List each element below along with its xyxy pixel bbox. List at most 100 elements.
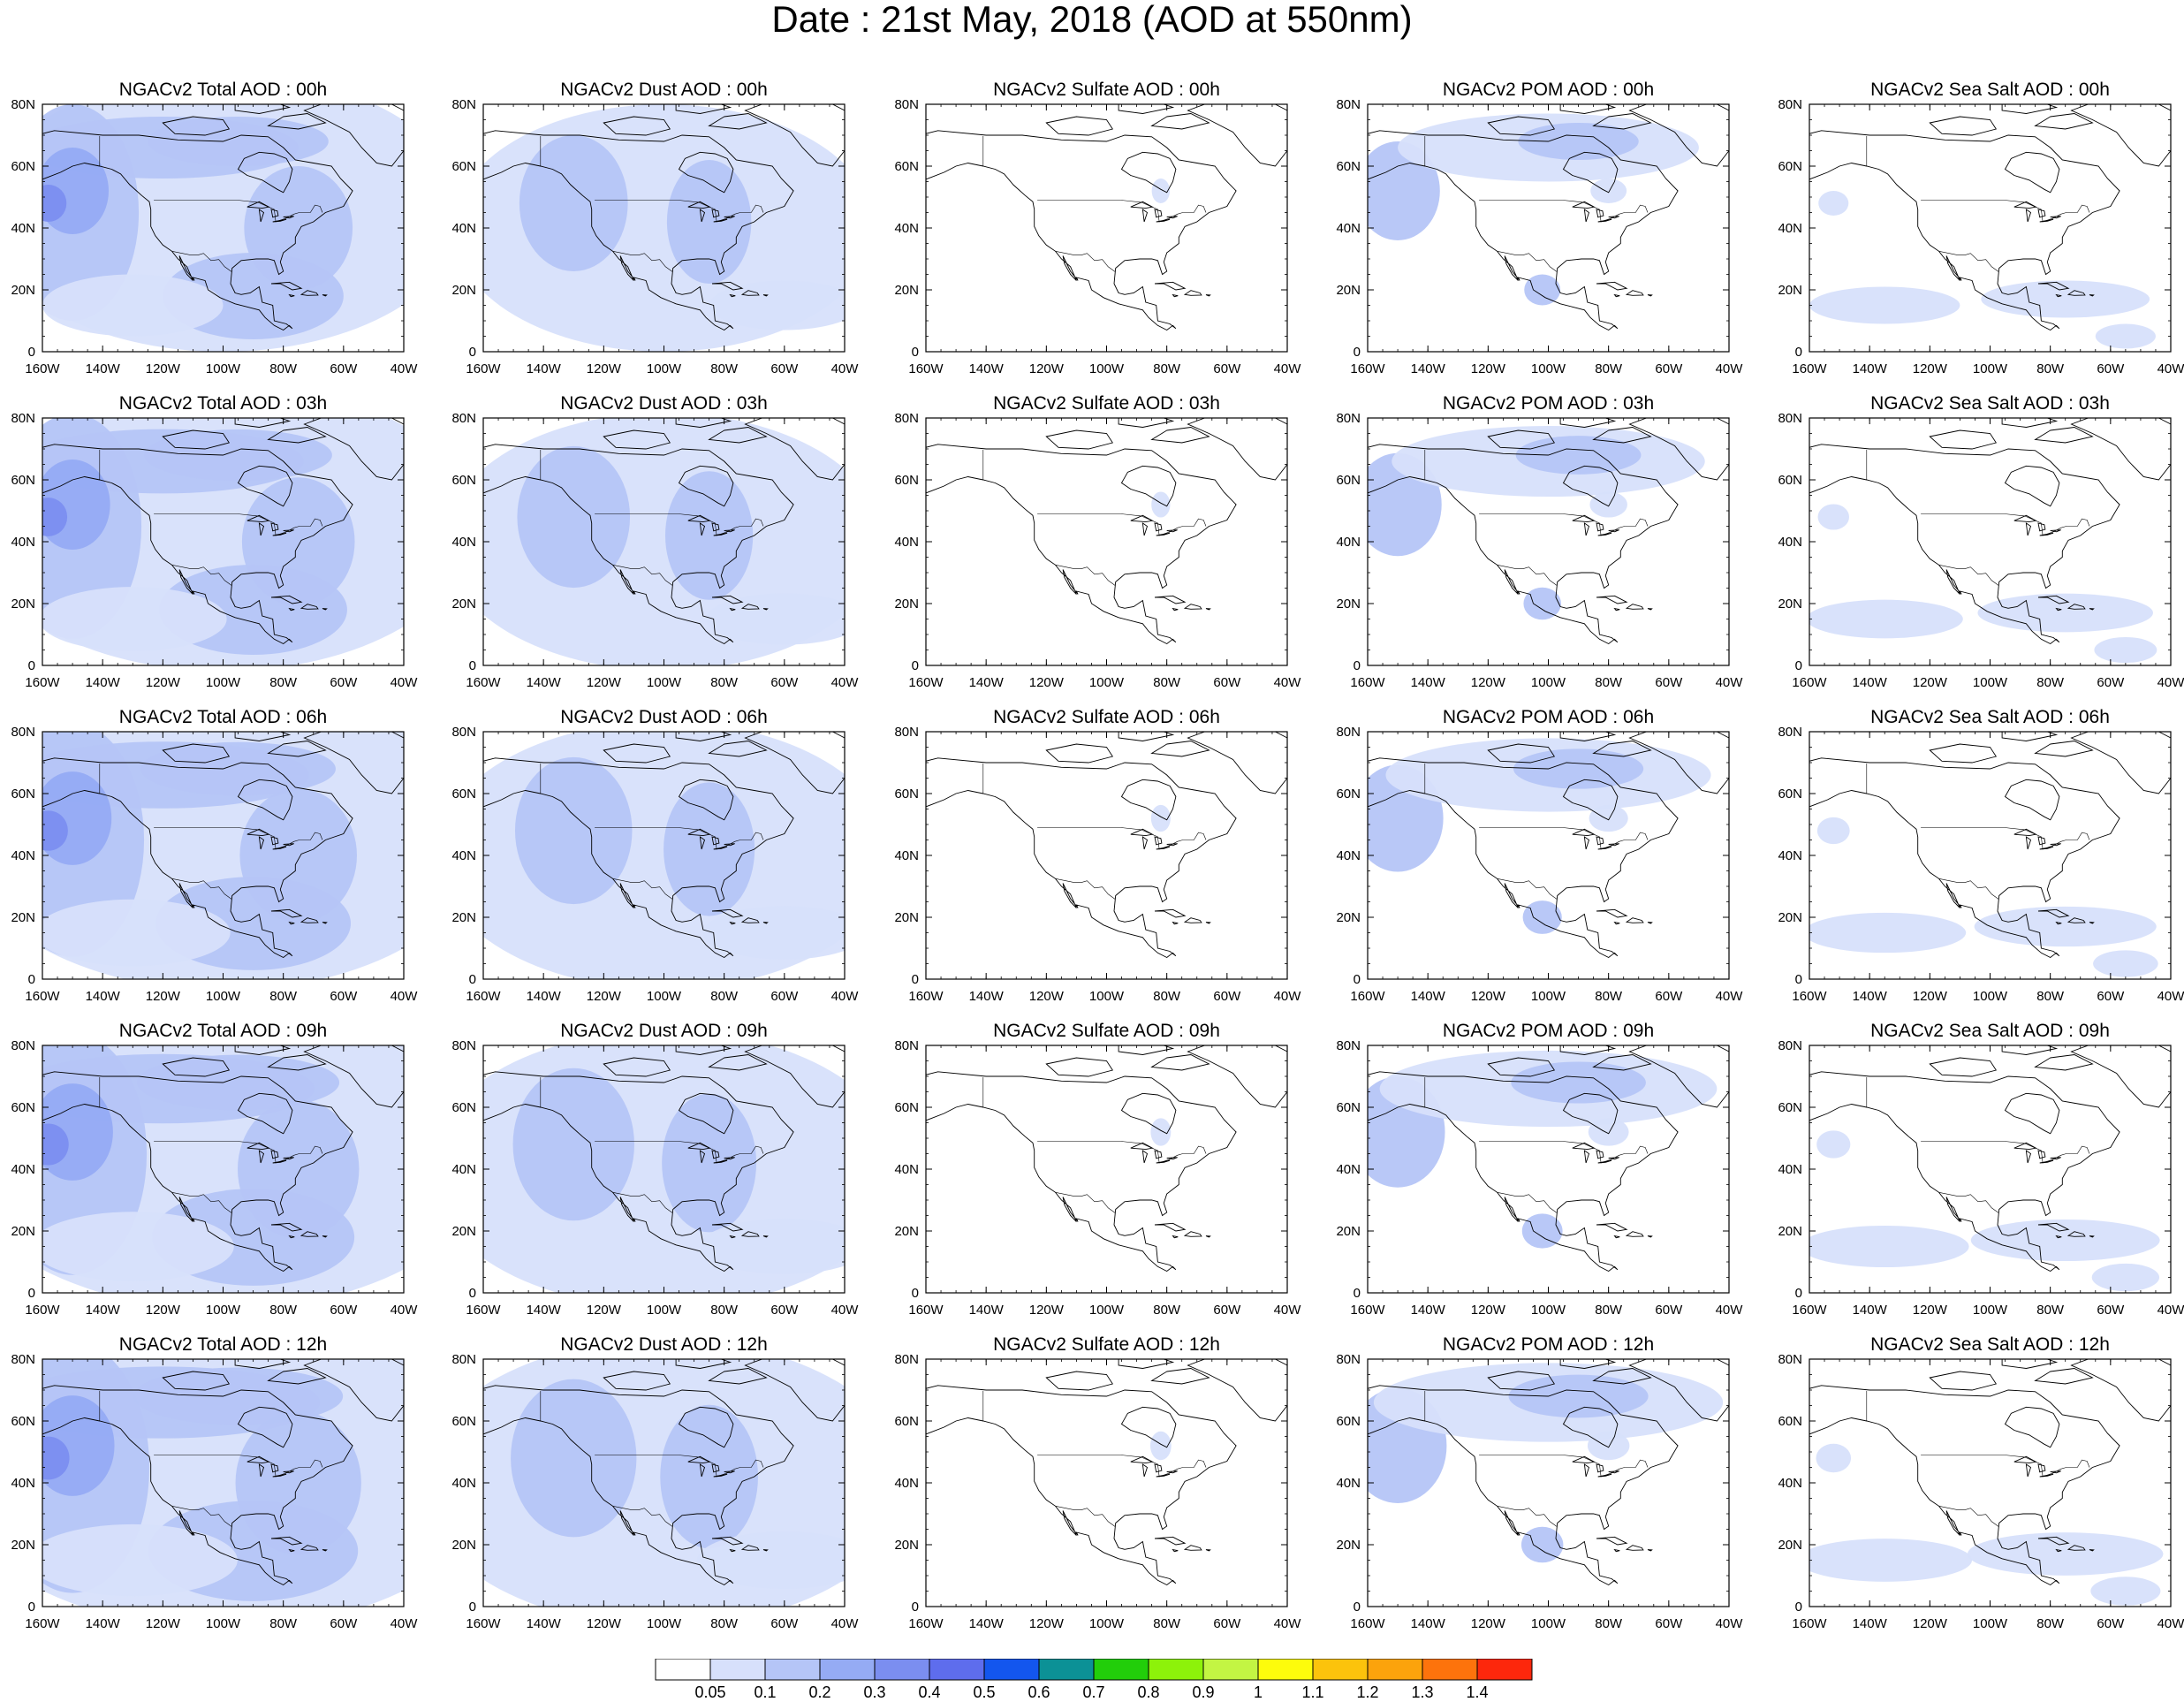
aod-field bbox=[42, 498, 68, 536]
y-tick-label: 40N bbox=[1778, 848, 1802, 863]
coastline bbox=[1183, 917, 1202, 923]
coastline bbox=[2055, 921, 2062, 925]
coastline bbox=[1608, 1157, 1619, 1160]
coastline bbox=[283, 843, 294, 847]
aod-field bbox=[697, 1531, 845, 1589]
colorbar-label: 1.4 bbox=[1466, 1683, 1488, 1699]
coastline bbox=[2037, 281, 2070, 291]
coastline bbox=[2001, 418, 2059, 428]
aod-field bbox=[1589, 804, 1628, 832]
y-tick-label: 80N bbox=[894, 725, 919, 740]
coastline bbox=[744, 104, 845, 167]
border-line bbox=[154, 827, 323, 850]
coastline bbox=[2034, 427, 2094, 444]
aod-field bbox=[517, 445, 631, 589]
x-tick-label: 60W bbox=[2097, 361, 2125, 376]
coastline bbox=[1172, 607, 1179, 612]
x-tick-label: 100W bbox=[647, 361, 682, 376]
y-tick-label: 60N bbox=[11, 473, 35, 488]
coastline bbox=[322, 1235, 328, 1238]
x-tick-label: 160W bbox=[25, 1616, 60, 1631]
y-tick-label: 40N bbox=[1336, 1476, 1361, 1491]
border-line bbox=[1055, 1506, 1116, 1527]
coastline bbox=[1487, 1371, 1556, 1391]
y-tick-label: 40N bbox=[894, 1162, 919, 1177]
coastline bbox=[300, 290, 319, 296]
map-panel-sulfate-3: NGACv2 Sulfate AOD : 09h 160W 140W 120W 100W… bbox=[894, 1021, 1301, 1318]
coastline bbox=[1596, 908, 1628, 918]
coastline bbox=[1150, 1368, 1210, 1385]
y-tick-label: 20N bbox=[894, 283, 919, 298]
coastline bbox=[729, 607, 736, 612]
coastline bbox=[270, 595, 303, 604]
map-plot: 160W 140W 120W 100W 80W 60W 40W 80N 60N 40N 20N 0 bbox=[1778, 725, 2184, 1004]
coastline bbox=[1592, 427, 1652, 444]
x-tick-label: 80W bbox=[1153, 675, 1181, 690]
aod-field bbox=[1149, 1431, 1172, 1461]
x-tick-label: 60W bbox=[2097, 675, 2125, 690]
aod-field bbox=[1587, 1431, 1630, 1461]
y-tick-label: 60N bbox=[11, 159, 35, 174]
panel-title: NGACv2 POM AOD : 06h bbox=[1442, 707, 1655, 727]
map-plot: 160W 140W 120W 100W 80W 60W 40W 80N 60N 40N 20N 0 bbox=[11, 725, 418, 1004]
coastline bbox=[267, 1368, 327, 1385]
x-tick-label: 60W bbox=[1655, 989, 1683, 1004]
coastline bbox=[1120, 1092, 1177, 1135]
coastline bbox=[267, 1054, 327, 1071]
x-tick-label: 140W bbox=[969, 1303, 1005, 1318]
x-tick-label: 100W bbox=[1531, 1616, 1566, 1631]
coastline bbox=[288, 1548, 295, 1553]
coastline bbox=[740, 604, 760, 610]
x-tick-label: 80W bbox=[269, 361, 298, 376]
border-line bbox=[1921, 1455, 2090, 1478]
coastline bbox=[1120, 779, 1177, 821]
coastline bbox=[1647, 1549, 1653, 1552]
coastline bbox=[1118, 418, 1175, 428]
coastline bbox=[2070, 418, 2171, 481]
y-tick-label: 80N bbox=[1778, 1038, 1802, 1053]
y-tick-label: 40N bbox=[451, 221, 476, 236]
page-title: Date : 21st May, 2018 (AOD at 550nm) bbox=[771, 0, 1413, 40]
x-tick-label: 140W bbox=[527, 361, 562, 376]
y-tick-label: 20N bbox=[894, 910, 919, 925]
x-tick-label: 140W bbox=[969, 675, 1005, 690]
border-line bbox=[1055, 251, 1116, 272]
x-tick-label: 40W bbox=[831, 675, 860, 690]
border-line bbox=[1479, 1455, 1649, 1478]
y-tick-label: 40N bbox=[451, 1476, 476, 1491]
coastline bbox=[1045, 1057, 1114, 1077]
map-plot: 160W 140W 120W 100W 80W 60W 40W 80N 60N 40N 20N 0 bbox=[11, 1352, 418, 1631]
map-plot: 160W 140W 120W 100W 80W 60W 40W 80N 60N 40N 20N 0 bbox=[894, 1352, 1301, 1631]
x-tick-label: 160W bbox=[25, 1303, 60, 1318]
aod-field bbox=[2094, 636, 2157, 664]
coastline bbox=[1809, 1071, 2120, 1273]
coastline bbox=[1141, 836, 1149, 850]
coastline bbox=[708, 113, 768, 130]
x-tick-label: 140W bbox=[1853, 1303, 1888, 1318]
coastline bbox=[1608, 529, 1619, 533]
coastline bbox=[678, 151, 734, 194]
colorbar-label: 0.2 bbox=[808, 1683, 830, 1699]
border-line bbox=[1921, 200, 2090, 223]
y-tick-label: 60N bbox=[1336, 786, 1361, 802]
x-tick-label: 60W bbox=[330, 675, 358, 690]
coastline bbox=[1187, 1045, 1287, 1108]
map-panel-dust-2: NGACv2 Dust AOD : 06h 160W 140W 120W 100W 80W… bbox=[451, 707, 859, 1004]
coastline bbox=[1166, 1157, 1178, 1160]
coastline bbox=[1559, 1359, 1617, 1369]
coastline bbox=[234, 104, 292, 114]
map-panel-pom-4: NGACv2 POM AOD : 12h 160W 140W 120W 100W 80W 6… bbox=[1336, 1334, 1743, 1631]
colorbar-legend: 0.05 0.1 0.2 0.3 0.4 0.5 0.6 0.7 0.8 0.9 1 1.1 1.2 1.… bbox=[655, 1659, 1533, 1699]
border-line bbox=[1479, 1141, 1649, 1164]
coastline bbox=[1625, 604, 1644, 610]
x-tick-label: 140W bbox=[86, 989, 121, 1004]
coastline bbox=[762, 294, 769, 297]
coastline bbox=[234, 1045, 292, 1055]
y-tick-label: 60N bbox=[894, 473, 919, 488]
y-tick-label: 20N bbox=[1336, 910, 1361, 925]
coastline bbox=[283, 1470, 294, 1474]
aod-field bbox=[1817, 504, 1849, 530]
coastline bbox=[1562, 151, 1619, 194]
colorbar-swatch bbox=[1367, 1659, 1423, 1681]
coastline bbox=[711, 1222, 744, 1232]
